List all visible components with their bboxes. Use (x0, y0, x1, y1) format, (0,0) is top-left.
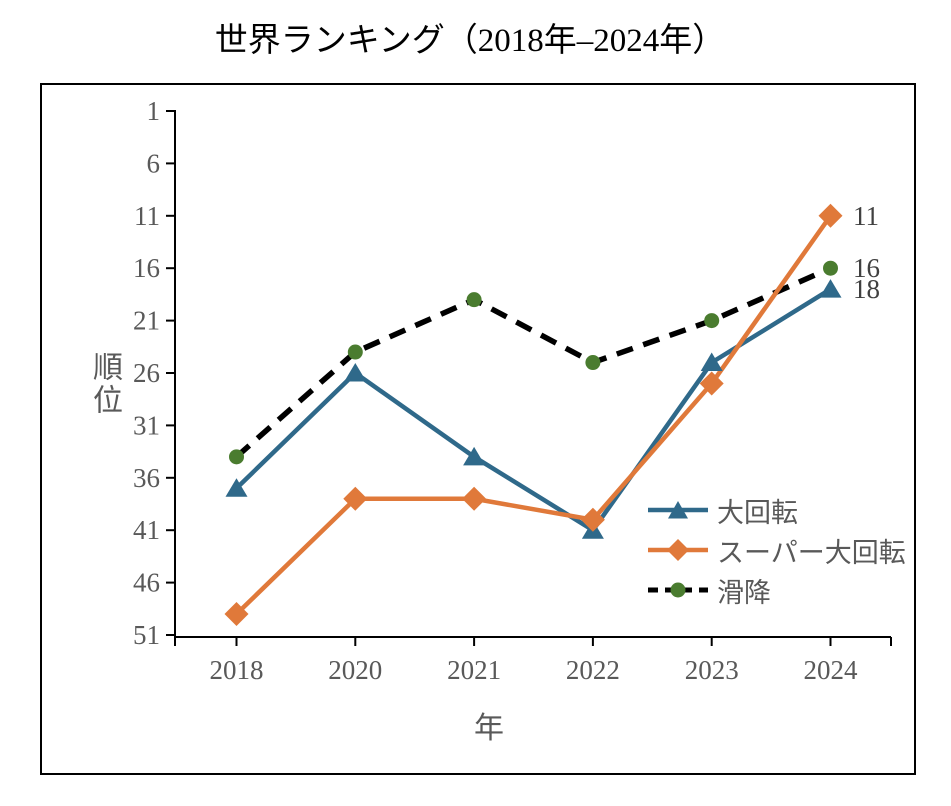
legend-diamond-icon (667, 539, 689, 561)
series-diamond-marker (224, 602, 249, 627)
series-end-label: 11 (853, 201, 879, 231)
legend-item-2: 滑降 (646, 570, 906, 610)
y-tick-label: 46 (133, 568, 160, 598)
legend-label: スーパー大回転 (717, 537, 906, 568)
series-diamond-line (234, 214, 833, 616)
y-tick-label: 21 (133, 306, 160, 336)
legend-item-1: スーパー大回転 (646, 530, 906, 570)
y-tick-label: 26 (133, 358, 160, 388)
series-diamond-marker (343, 486, 368, 511)
legend: 大回転スーパー大回転 滑降 (646, 490, 906, 610)
series-circle-marker (823, 260, 838, 276)
series-circle-marker (704, 313, 720, 329)
series-triangle-marker (344, 363, 367, 382)
legend-swatch (648, 501, 708, 519)
series-diamond-marker (462, 486, 487, 511)
series-end-label: 18 (853, 274, 880, 304)
legend-label: 滑降 (717, 577, 771, 608)
series-triangle-marker (819, 279, 842, 298)
x-axis-title: 年 (474, 712, 504, 745)
y-axis-title: 順位 (88, 351, 121, 417)
series-triangle-marker (463, 446, 486, 466)
x-tick-label: 2020 (328, 655, 382, 685)
series-diamond-marker (699, 371, 724, 396)
series-diamond-marker (580, 507, 605, 532)
x-tick-label: 2024 (804, 655, 859, 685)
y-tick-label: 11 (134, 201, 160, 231)
x-axis-line (175, 636, 892, 646)
legend-circle-icon (670, 582, 686, 598)
legend-swatch (648, 539, 708, 561)
y-tick-label: 1 (147, 96, 161, 126)
legend-item-0: 大回転 (646, 490, 906, 530)
legend-triangle-icon (668, 501, 688, 519)
series-circle-marker (347, 344, 363, 360)
legend-label: 大回転 (717, 497, 798, 528)
chart-title: 世界ランキング（2018年–2024年） (214, 23, 726, 59)
y-tick-label: 6 (147, 148, 161, 178)
y-tick-label: 16 (133, 253, 160, 283)
series-circle-line (234, 265, 832, 459)
series-circle-marker (229, 449, 244, 465)
x-tick-label: 2022 (566, 655, 620, 685)
y-tick-label: 31 (133, 410, 160, 440)
y-tick-label: 36 (133, 463, 160, 493)
series-triangle-marker (700, 352, 723, 372)
series-circle-marker (585, 355, 601, 371)
series-diamond-marker (818, 203, 843, 228)
x-tick-label: 2018 (210, 655, 264, 685)
series-circle-marker (466, 292, 482, 308)
figure-border (40, 83, 916, 775)
y-tick-label: 51 (133, 620, 160, 650)
y-tick-label: 41 (133, 515, 160, 545)
series-end-label: 16 (853, 253, 880, 283)
x-tick-label: 2023 (685, 655, 739, 685)
series-triangle-line (234, 287, 832, 534)
legend-swatch (648, 582, 708, 598)
x-tick-label: 2021 (447, 655, 501, 685)
series-triangle-marker (225, 478, 248, 497)
